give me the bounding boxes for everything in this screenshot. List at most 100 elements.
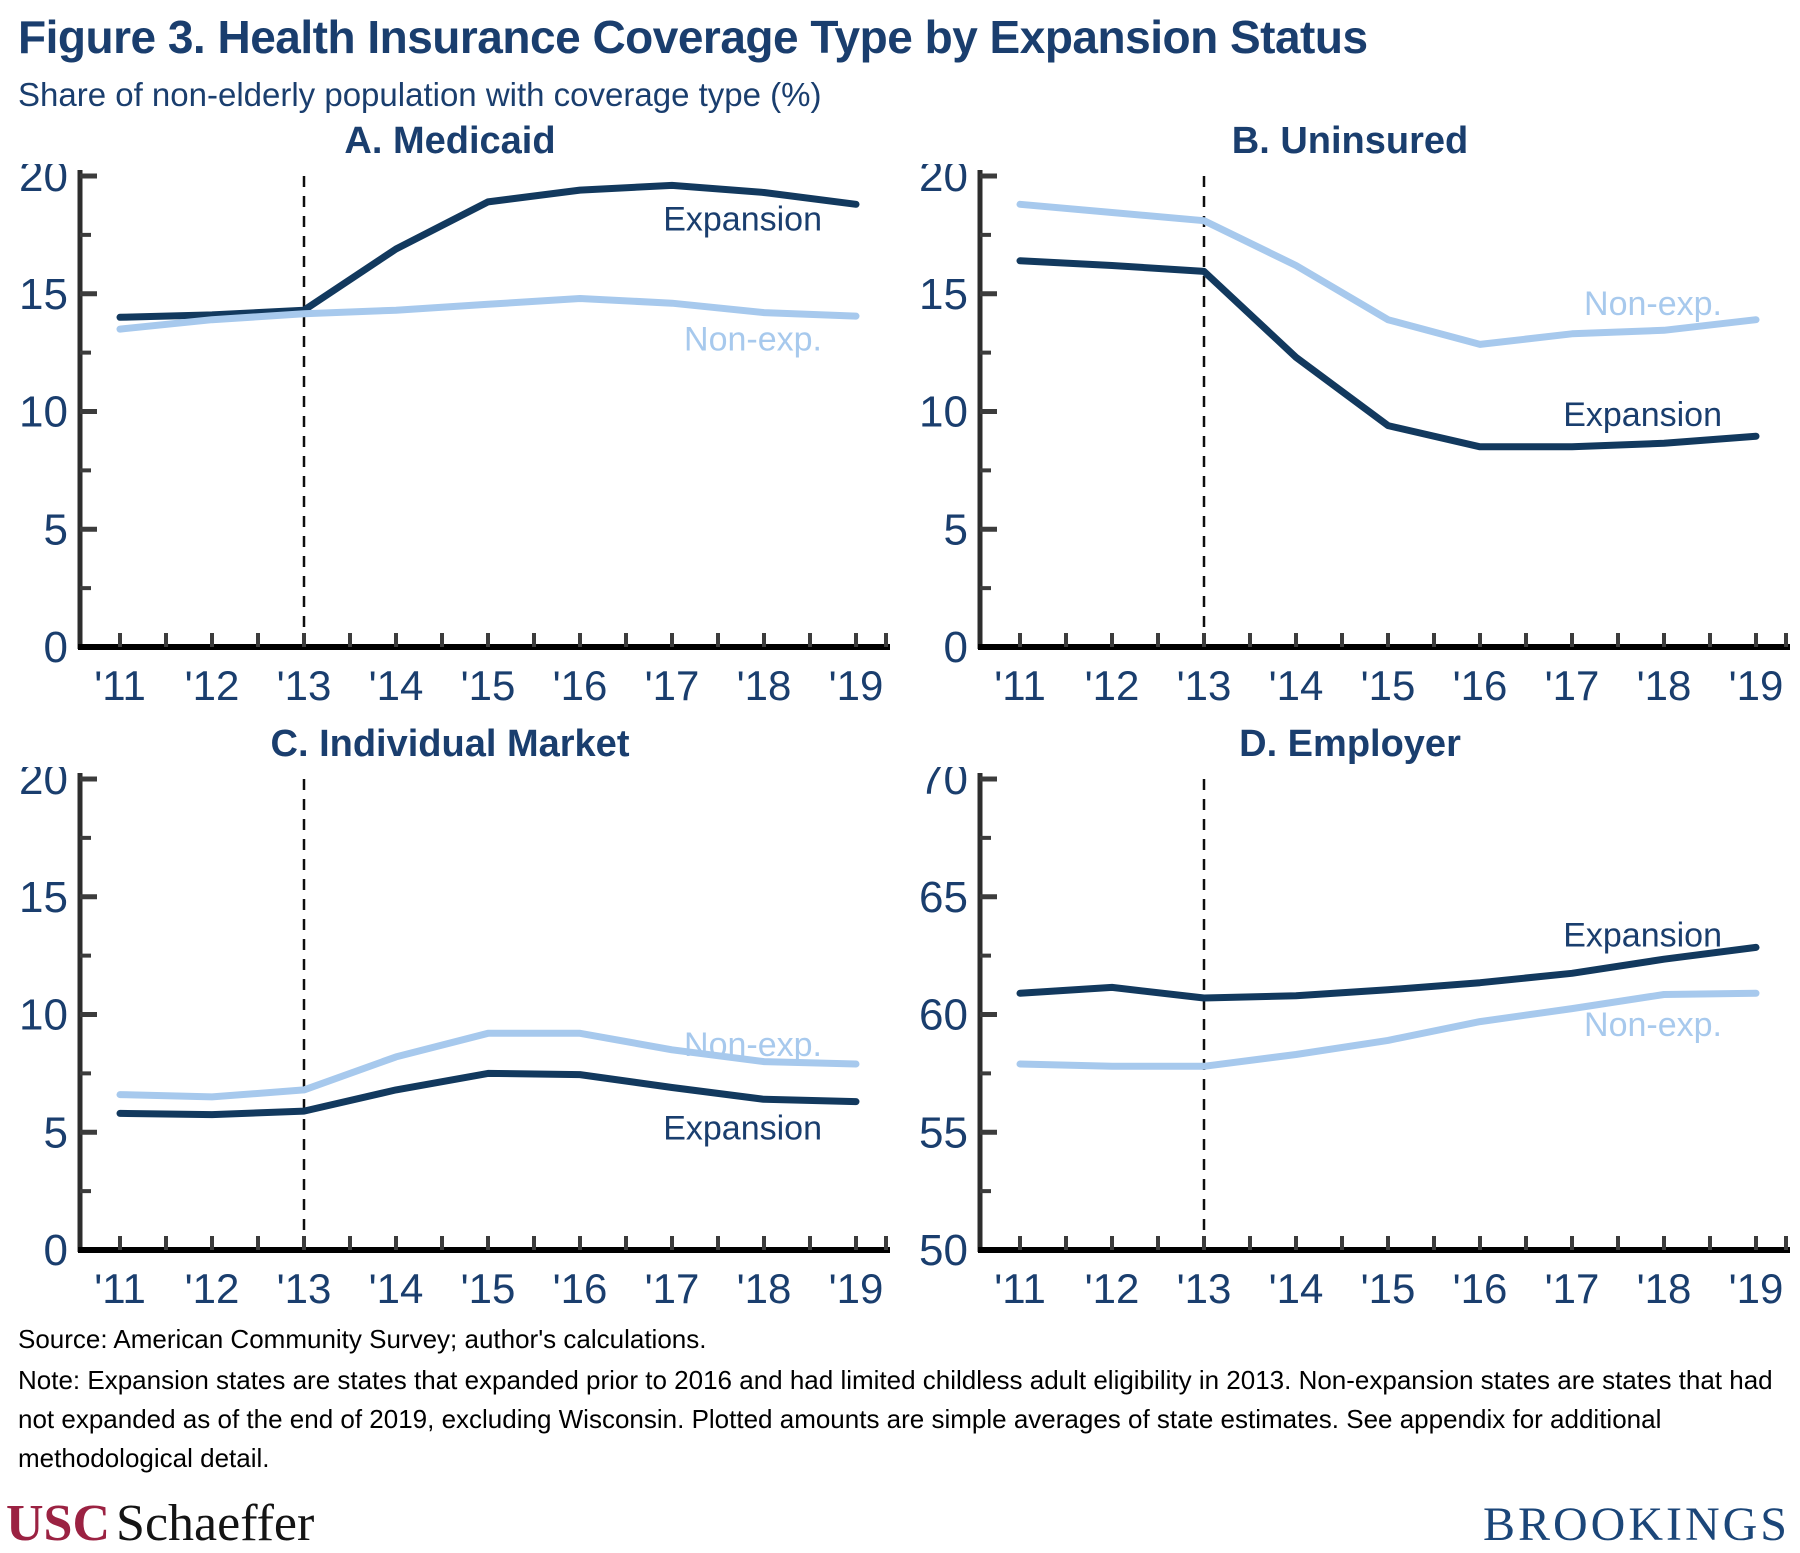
series-line-expansion	[116, 1069, 860, 1119]
series-label-expansion: Expansion	[1563, 396, 1722, 434]
series-line-expansion	[1016, 943, 1760, 1002]
panel-uninsured: B. Uninsured 0 5 10 15 20'11'12'13'14'15'16 '…	[900, 116, 1800, 719]
y-tick-label: 10	[19, 991, 68, 1040]
individual-market-line-chart: 0 5 10 15 20 '11 '12 '13 '14 '15 '16 '17 '18 '19 Expan…	[19, 767, 890, 1312]
y-tick-label: 5	[44, 1108, 68, 1157]
series-label-non-expansion: Non-exp.	[1584, 1006, 1722, 1044]
x-tick-label: '18	[737, 1265, 792, 1312]
x-tick-label: '18	[1637, 1265, 1692, 1312]
brookings-logo: BROOKINGS	[1482, 1498, 1790, 1551]
x-tick-label: '14	[369, 662, 424, 709]
x-tick-label: '13	[277, 1265, 332, 1312]
panel-title-uninsured: B. Uninsured	[1231, 120, 1469, 162]
x-tick-label: '16	[1453, 1265, 1508, 1312]
x-axis: '11 '12 '13 '14 '15 '16 '17 '18 '19	[978, 1236, 1790, 1312]
y-tick-label: 70	[919, 767, 968, 804]
x-tick-label: '19	[829, 662, 884, 709]
x-tick-label: '17	[1545, 1265, 1600, 1312]
x-tick-label: '14	[369, 1265, 424, 1312]
usc-schaeffer-logo: USC Schaeffer	[6, 1494, 314, 1553]
x-tick-label: '12	[1085, 1265, 1140, 1312]
series-label-expansion: Expansion	[663, 200, 822, 238]
x-tick-label: '11	[994, 662, 1046, 709]
y-tick-label: 0	[44, 623, 68, 672]
x-tick-label: '18	[737, 662, 792, 709]
medicaid-line-chart: 0 5 10 15 20 '11 '12 '13 '14 '15 '16 '17 '18 '19 Expan…	[19, 164, 890, 709]
series-label-non-expansion: Non-exp.	[684, 320, 822, 358]
x-tick-label: '16	[553, 1265, 608, 1312]
schaeffer-logo-text: Schaeffer	[116, 1495, 315, 1552]
y-tick-label: 15	[919, 270, 968, 319]
panel-individual-market: C. Individual Market 0 5 10 15 20'11'12'13'1…	[0, 719, 900, 1322]
series-label-non-expansion: Non-exp.	[1584, 285, 1722, 323]
x-tick-label: '18	[1637, 662, 1692, 709]
y-tick-label: 5	[44, 505, 68, 554]
x-tick-label: '15	[1361, 662, 1416, 709]
x-tick-label: '15	[461, 662, 516, 709]
series-label-non-expansion: Non-exp.	[684, 1026, 822, 1064]
y-axis: 50 55 60 65 70	[919, 767, 997, 1275]
series-line-non-expansion	[1016, 200, 1760, 348]
y-tick-label: 0	[44, 1226, 68, 1275]
x-tick-label: '12	[1085, 662, 1140, 709]
series-line-expansion	[1016, 257, 1760, 451]
x-tick-label: '17	[645, 1265, 700, 1312]
x-tick-label: '13	[1177, 1265, 1232, 1312]
y-tick-label: 10	[19, 388, 68, 437]
x-tick-label: '15	[461, 1265, 516, 1312]
x-tick-label: '19	[1729, 1265, 1784, 1312]
panel-title-employer: D. Employer	[1239, 723, 1461, 765]
figure-title: Figure 3. Health Insurance Coverage Type…	[18, 11, 1368, 63]
figure-subtitle: Share of non-elderly population with cov…	[18, 76, 822, 113]
employer-line-chart: 50 55 60 65 70 '11 '12 '13 '14 '15 '16 '17 '18 '19 Exp…	[919, 767, 1790, 1312]
x-tick-label: '11	[994, 1265, 1046, 1312]
x-tick-label: '11	[94, 1265, 146, 1312]
chart-grid: A. Medicaid 0 5 10 15 20'11'12'13'14'15'16'1…	[0, 116, 1800, 1322]
y-tick-label: 65	[919, 873, 968, 922]
usc-logo-text: USC	[6, 1495, 111, 1552]
panel-title-individual-market: C. Individual Market	[270, 723, 630, 765]
x-tick-label: '14	[1269, 662, 1324, 709]
x-axis: '11 '12 '13 '14 '15 '16 '17 '18 '19	[978, 633, 1790, 709]
figure-header: Figure 3. Health Insurance Coverage Type…	[0, 0, 1800, 114]
panel-medicaid: A. Medicaid 0 5 10 15 20 '11 '12 '13 '14 '15 '16 '1…	[0, 116, 900, 719]
x-tick-label: '12	[185, 662, 240, 709]
y-tick-label: 50	[919, 1226, 968, 1275]
y-tick-label: 60	[919, 991, 968, 1040]
panel-employer: D. Employer 50 55 60 65 70 '11 '12 '13 '14 '15 '16…	[900, 719, 1800, 1322]
series-line-expansion	[116, 181, 860, 321]
series-line-non-expansion	[116, 295, 860, 333]
series-label-expansion: Expansion	[1563, 916, 1722, 954]
series-line-non-expansion	[1016, 989, 1760, 1070]
y-axis: 0 5 10 15 20	[19, 164, 97, 672]
x-tick-label: '17	[645, 662, 700, 709]
x-axis: '11 '12 '13 '14 '15 '16 '17 '18 '19	[78, 1236, 890, 1312]
x-tick-label: '14	[1269, 1265, 1324, 1312]
y-tick-label: 15	[19, 873, 68, 922]
y-axis: 0 5 10 15 20	[919, 164, 997, 672]
x-tick-label: '11	[94, 662, 146, 709]
footer-logos: USC Schaeffer BROOKINGS	[0, 1478, 1800, 1553]
x-tick-label: '13	[1177, 662, 1232, 709]
y-tick-label: 20	[19, 164, 68, 201]
y-axis: 0 5 10 15 20	[19, 767, 97, 1275]
x-tick-label: '16	[553, 662, 608, 709]
x-tick-label: '19	[1729, 662, 1784, 709]
series-label-expansion: Expansion	[663, 1110, 822, 1148]
y-tick-label: 20	[19, 767, 68, 804]
x-tick-label: '13	[277, 662, 332, 709]
note-text: Note: Expansion states are states that e…	[18, 1365, 1773, 1473]
series-line-non-expansion	[116, 1029, 860, 1101]
source-text: Source: American Community Survey; autho…	[18, 1324, 707, 1354]
y-tick-label: 15	[19, 270, 68, 319]
figure-notes: Source: American Community Survey; autho…	[0, 1324, 1800, 1478]
panel-title-medicaid: A. Medicaid	[344, 120, 556, 162]
y-tick-label: 5	[944, 505, 968, 554]
x-tick-label: '17	[1545, 662, 1600, 709]
y-tick-label: 0	[944, 623, 968, 672]
y-tick-label: 20	[919, 164, 968, 201]
y-tick-label: 55	[919, 1108, 968, 1157]
uninsured-line-chart: 0 5 10 15 20 '11 '12 '13 '14 '15 '16 '17 '18 '19 Expan…	[919, 164, 1790, 709]
x-tick-label: '16	[1453, 662, 1508, 709]
x-tick-label: '15	[1361, 1265, 1416, 1312]
